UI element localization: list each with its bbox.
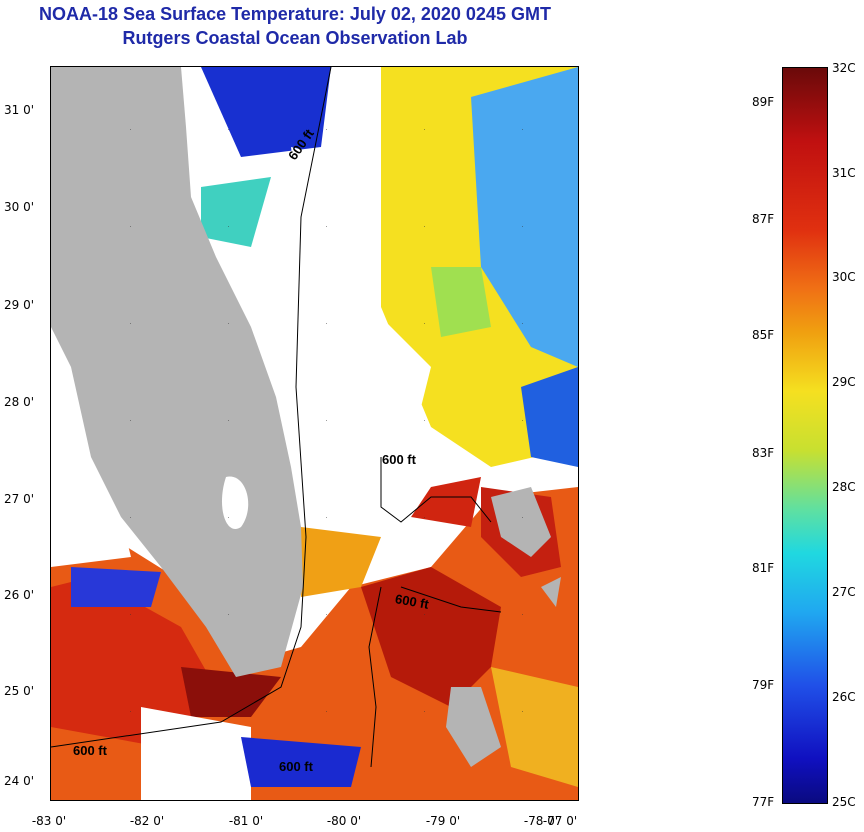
colorbar-celsius-label: 26C (832, 690, 856, 704)
colorbar-celsius-label: 30C (832, 270, 856, 284)
lat-label: 26 0' (4, 588, 35, 602)
contour-label: 600 ft (382, 452, 416, 467)
lon-label: -79 0' (425, 814, 461, 828)
lat-label: 30 0' (4, 200, 35, 214)
colorbar-celsius-label: 25C (832, 795, 856, 809)
colorbar-fahrenheit-label: 85F (752, 328, 775, 342)
sst-map[interactable]: 600 ft 600 ft 600 ft 600 ft 600 ft (50, 66, 579, 801)
temperature-colorbar (782, 67, 828, 804)
colorbar-celsius-label: 29C (832, 375, 856, 389)
contour-label: 600 ft (73, 743, 107, 758)
colorbar-celsius-label: 31C (832, 166, 856, 180)
sst-map-canvas (51, 67, 578, 800)
lat-label: 31 0' (4, 103, 35, 117)
lat-label: 29 0' (4, 298, 35, 312)
colorbar-fahrenheit-label: 81F (752, 561, 775, 575)
contour-label: 600 ft (279, 759, 313, 774)
lon-label: -81 0' (228, 814, 264, 828)
lat-label: 25 0' (4, 684, 35, 698)
lon-label: -83 0' (31, 814, 67, 828)
colorbar-fahrenheit-label: 87F (752, 212, 775, 226)
colorbar-celsius-label: 28C (832, 480, 856, 494)
lon-label: -77 0' (542, 814, 578, 828)
map-subtitle: Rutgers Coastal Ocean Observation Lab (122, 28, 468, 48)
lat-label: 28 0' (4, 395, 35, 409)
lat-label: 24 0' (4, 774, 35, 788)
lon-label: -78 0' (523, 814, 559, 828)
map-title: NOAA-18 Sea Surface Temperature: July 02… (39, 4, 551, 24)
colorbar-fahrenheit-label: 83F (752, 446, 775, 460)
colorbar-fahrenheit-label: 77F (752, 795, 775, 809)
colorbar-celsius-label: 32C (832, 61, 856, 75)
colorbar-fahrenheit-label: 89F (752, 95, 775, 109)
colorbar-fahrenheit-label: 79F (752, 678, 775, 692)
lat-label: 27 0' (4, 492, 35, 506)
lon-label: -82 0' (129, 814, 165, 828)
colorbar-celsius-label: 27C (832, 585, 856, 599)
lon-label: -80 0' (326, 814, 362, 828)
isobath-contours (51, 67, 502, 768)
